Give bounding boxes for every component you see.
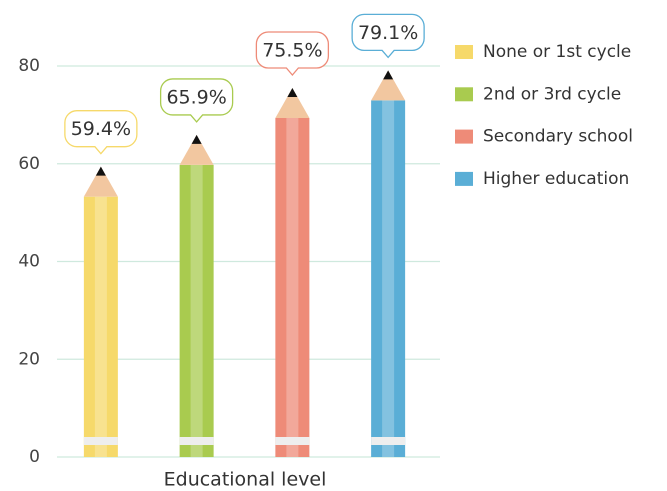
legend-swatch (455, 87, 473, 101)
pencil-lead (287, 88, 297, 97)
value-label: 75.5% (262, 39, 322, 61)
value-label: 65.9% (166, 86, 226, 108)
legend-swatch (455, 130, 473, 144)
x-axis-label: Educational level (164, 469, 327, 491)
value-label: 59.4% (71, 118, 131, 140)
pencil-stripe (382, 100, 394, 457)
pencil-lead (192, 135, 202, 144)
legend-swatch (455, 172, 473, 186)
pencil-bar (84, 167, 118, 457)
pencil-lead (383, 70, 393, 79)
y-tick-label: 80 (18, 56, 40, 76)
chart: Educational level 0 20 40 60 80 59.4% None or … (0, 0, 667, 491)
pencil-ferrule (84, 437, 118, 445)
pencil-ferrule (371, 437, 405, 445)
legend-label: Secondary school (483, 127, 633, 147)
pencil-stripe (286, 118, 298, 457)
y-tick-label: 20 (18, 349, 40, 369)
pencil-stripe (95, 197, 107, 457)
pencil-ferrule (180, 437, 214, 445)
pencil-stripe (191, 165, 203, 457)
legend-label: None or 1st cycle (483, 42, 631, 62)
y-tick-label: 60 (18, 154, 40, 174)
y-tick-label: 40 (18, 252, 40, 272)
pencil-bar (275, 88, 309, 457)
pencil-lead (96, 167, 106, 176)
pencil-ferrule (275, 437, 309, 445)
y-tick-label: 0 (29, 447, 40, 467)
legend-label: 2nd or 3rd cycle (483, 84, 621, 104)
legend-swatch (455, 45, 473, 59)
legend-label: Higher education (483, 169, 629, 189)
value-label: 79.1% (358, 22, 418, 44)
pencil-bar (180, 135, 214, 457)
pencil-bar (371, 70, 405, 457)
